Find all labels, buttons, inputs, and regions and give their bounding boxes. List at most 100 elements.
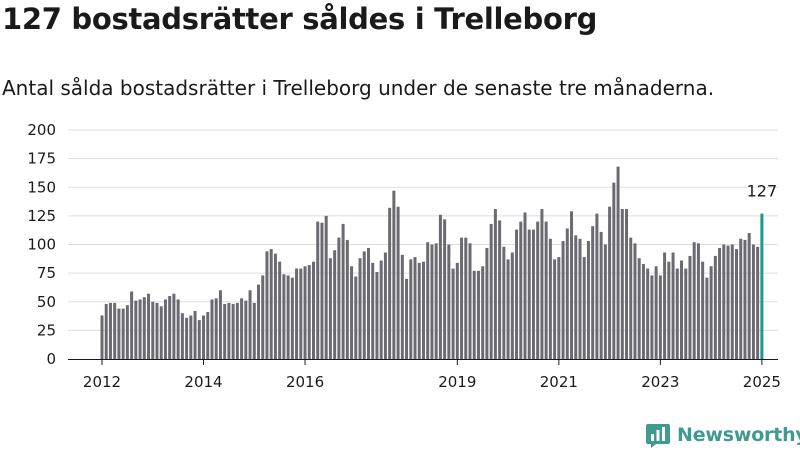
bar <box>455 262 459 359</box>
bar <box>688 255 692 359</box>
bar <box>709 266 713 359</box>
bar <box>608 206 612 359</box>
bar <box>438 214 442 359</box>
bar <box>667 261 671 359</box>
bar <box>316 221 320 359</box>
bar <box>180 313 184 359</box>
bar <box>696 243 700 359</box>
y-tick-label: 0 <box>46 350 56 368</box>
x-tick-label: 2014 <box>184 373 222 391</box>
bar <box>350 266 354 359</box>
bar <box>121 308 125 359</box>
bar <box>163 299 167 359</box>
page-title: 127 bostadsrätter såldes i Trelleborg <box>2 2 598 36</box>
bar <box>523 212 527 359</box>
bar <box>421 261 425 359</box>
bar <box>663 252 667 359</box>
bar <box>282 274 286 359</box>
bar <box>468 243 472 359</box>
bar <box>646 268 650 359</box>
bar <box>223 304 227 359</box>
bar <box>273 253 277 359</box>
bar <box>189 315 193 359</box>
y-tick-label: 50 <box>37 293 56 311</box>
bar <box>312 261 315 359</box>
bar <box>557 257 561 359</box>
bar <box>392 190 396 359</box>
bar <box>383 252 387 359</box>
bar <box>379 260 383 359</box>
bar <box>595 213 599 359</box>
bar <box>295 268 299 359</box>
bar <box>701 261 705 359</box>
bar <box>705 277 709 359</box>
bar <box>671 252 675 359</box>
bar <box>680 260 684 359</box>
bar <box>134 300 138 359</box>
bar <box>506 259 510 359</box>
bar <box>658 275 662 359</box>
bar <box>324 215 328 359</box>
bar <box>493 209 497 359</box>
bar <box>206 312 210 359</box>
bar <box>159 306 163 359</box>
bar <box>565 228 569 359</box>
bar <box>278 261 282 359</box>
bar <box>413 257 417 359</box>
bar <box>235 302 239 359</box>
bar <box>718 247 722 359</box>
bar <box>231 304 235 359</box>
bar <box>684 268 688 359</box>
bar <box>261 275 265 359</box>
bar <box>476 270 480 359</box>
x-tick-label: 2012 <box>83 373 121 391</box>
bar <box>202 315 206 359</box>
y-tick-label: 75 <box>37 264 56 282</box>
bar <box>168 296 172 359</box>
x-tick-label: 2025 <box>743 373 781 391</box>
bar <box>536 221 540 359</box>
bar <box>248 290 252 359</box>
bar <box>578 238 582 359</box>
bar <box>147 293 151 359</box>
bar <box>354 276 358 359</box>
newsworthy-logo-icon <box>646 424 670 448</box>
bar <box>743 239 747 359</box>
bar <box>257 284 261 359</box>
x-tick-label: 2016 <box>286 373 324 391</box>
bar <box>502 246 506 359</box>
bar <box>108 302 112 359</box>
bar <box>142 297 146 359</box>
chart-subtitle: Antal sålda bostadsrätter i Trelleborg u… <box>2 76 715 100</box>
bar <box>692 242 696 359</box>
bar <box>337 237 341 359</box>
bar <box>269 249 273 359</box>
bar <box>117 308 121 359</box>
value-annotation: 127 <box>747 182 778 201</box>
bar <box>641 263 645 359</box>
bar <box>637 258 641 359</box>
y-tick-label: 125 <box>27 207 56 225</box>
brand-name: Newsworthy <box>677 424 800 446</box>
bar <box>185 317 189 359</box>
bar <box>197 320 201 359</box>
bar <box>586 241 590 359</box>
brand-logo: Newsworthy <box>645 420 800 450</box>
bar <box>510 252 514 359</box>
bar <box>430 244 434 359</box>
bar <box>464 237 468 359</box>
y-tick-label: 25 <box>37 321 56 339</box>
bar <box>345 239 349 359</box>
bar <box>286 275 290 359</box>
bar <box>730 244 734 359</box>
bar <box>489 223 493 359</box>
y-tick-label: 100 <box>27 236 56 254</box>
bar-highlight <box>760 213 764 359</box>
bar <box>320 222 324 359</box>
bar <box>591 226 595 359</box>
bar <box>540 209 544 359</box>
bar <box>172 293 176 359</box>
bar <box>561 241 565 359</box>
bar <box>650 275 654 359</box>
